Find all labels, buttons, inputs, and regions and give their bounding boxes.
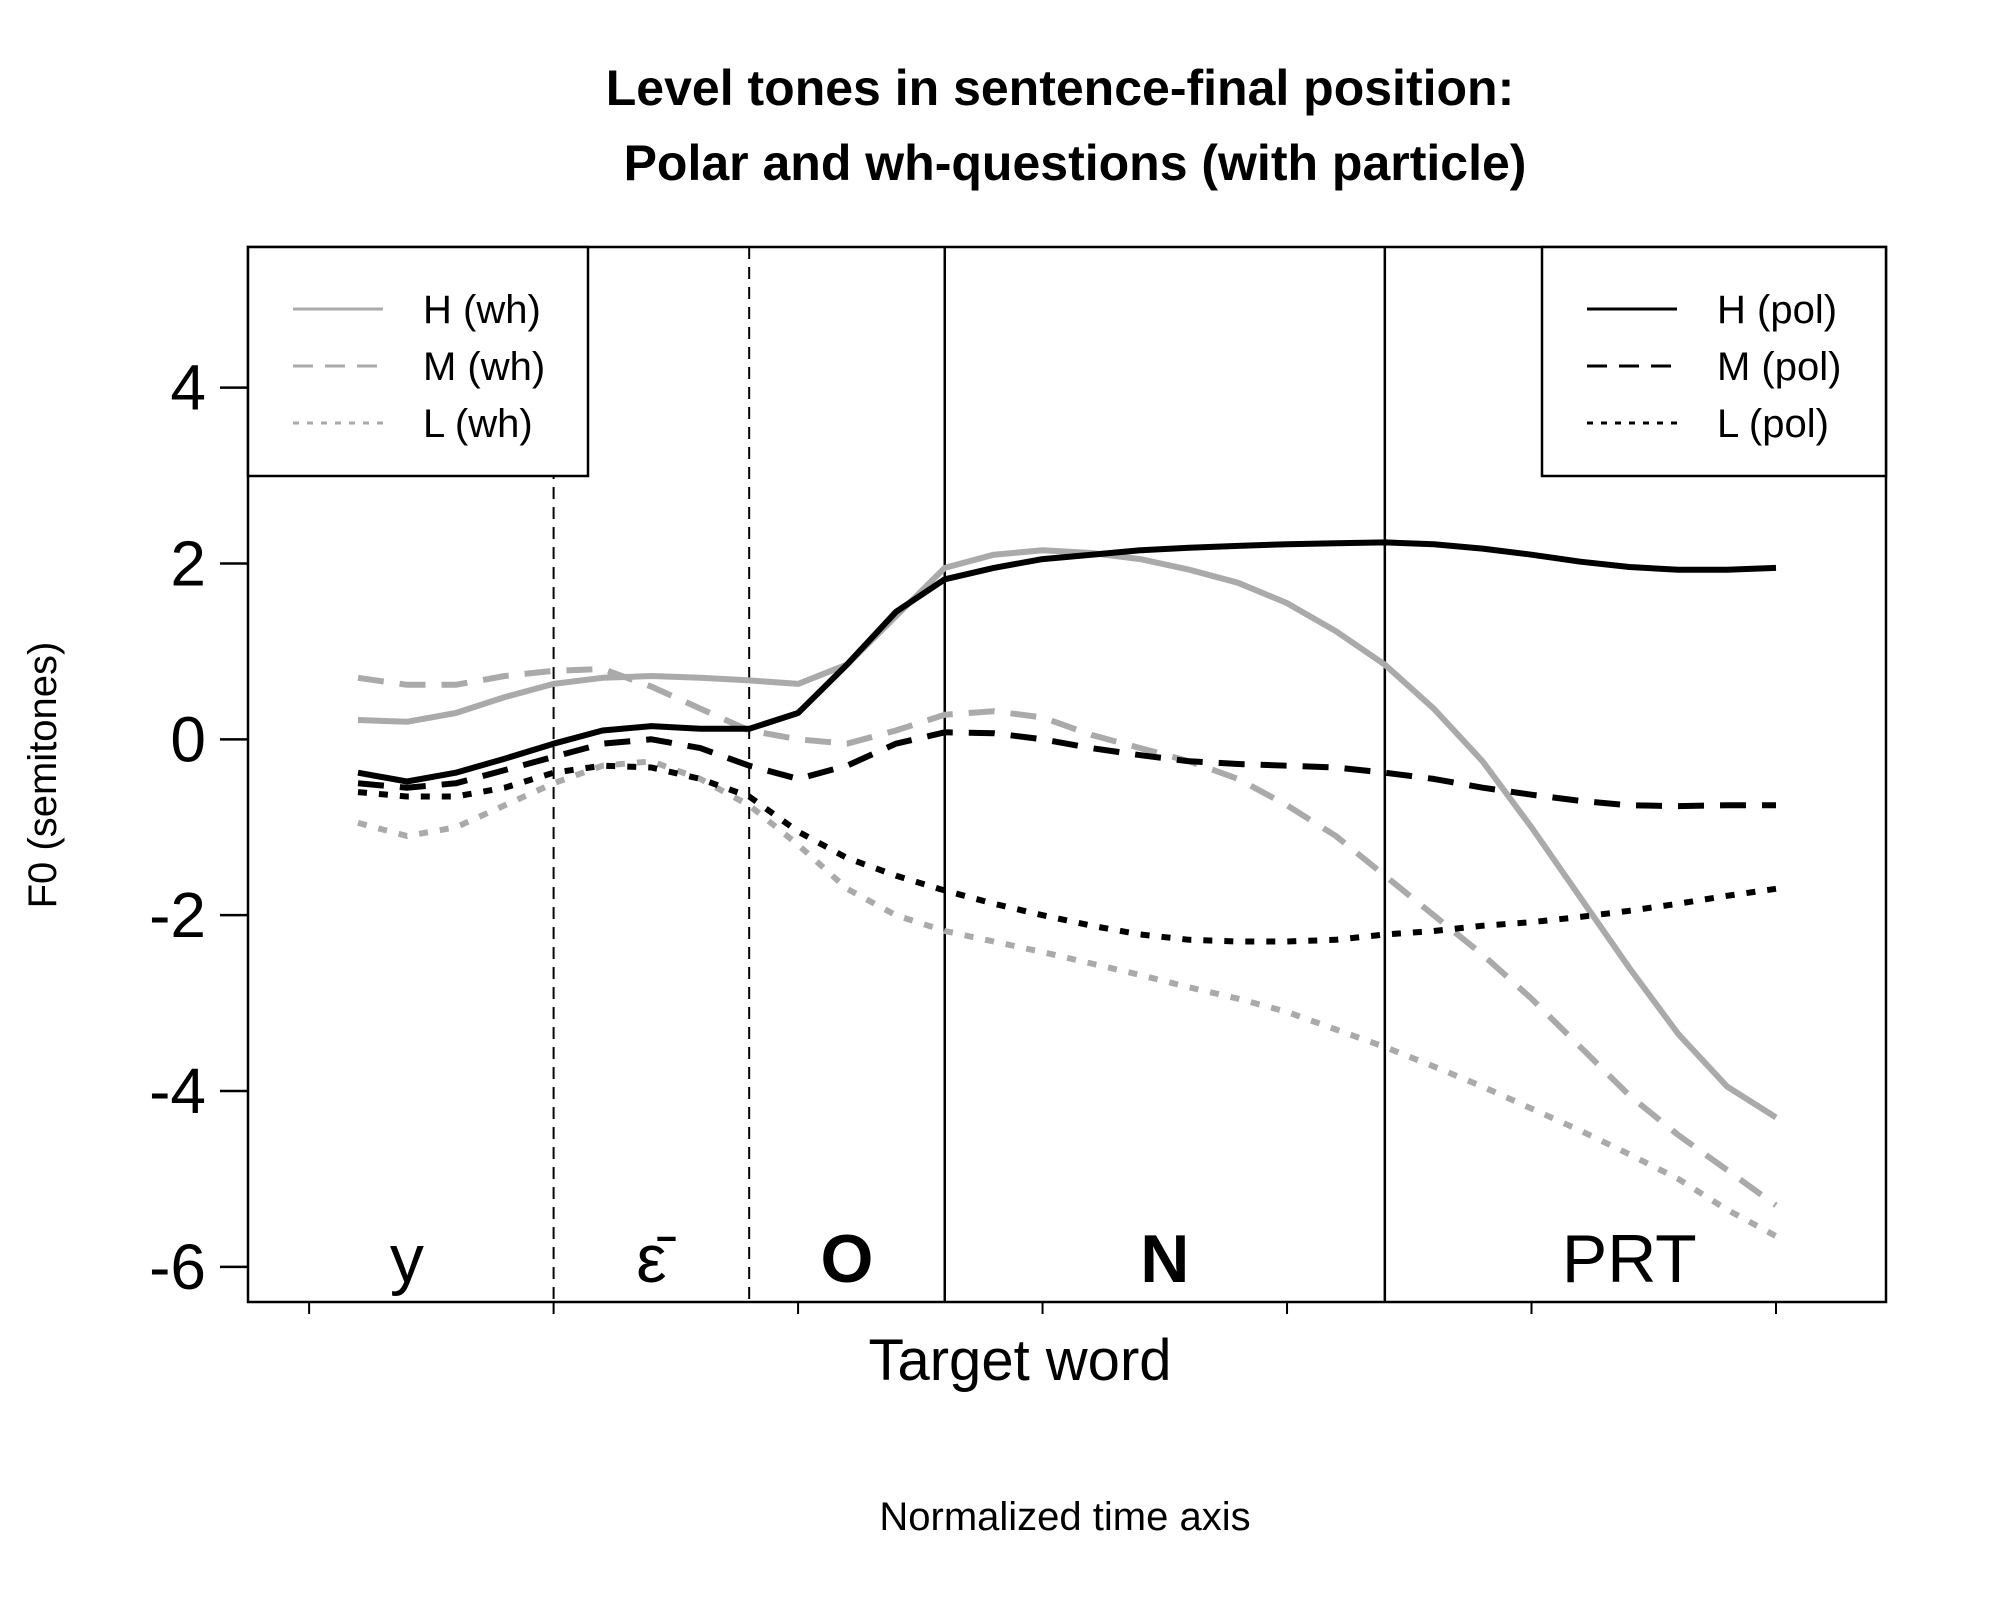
y-tick-label: -6 (149, 1231, 206, 1303)
segment-label-prt: PRT (1562, 1221, 1697, 1297)
legend-box (246, 245, 590, 478)
segment-label-o: O (821, 1221, 874, 1297)
plot-frame (246, 245, 1888, 1304)
x-axis-label: Target word (868, 1328, 1171, 1393)
y-tick-label: 4 (170, 352, 206, 424)
series-line-h-wh (357, 547, 1778, 1120)
y-tick-label: 2 (170, 528, 206, 600)
x-axis-caption: Normalized time axis (879, 1495, 1250, 1539)
series-line-h-pol (357, 539, 1777, 785)
segment-label-n: N (1140, 1221, 1189, 1297)
series-lines (357, 539, 1778, 1239)
legend-label: L (pol) (1717, 402, 1829, 446)
x-axis (308, 1302, 1777, 1314)
series-line-m-wh (357, 666, 1778, 1208)
legend-label: H (pol) (1717, 288, 1837, 332)
y-tick-label: -4 (149, 1055, 206, 1127)
legend-wh: H (wh) M (wh) L (wh) (246, 245, 590, 478)
legend-pol: H (pol) M (pol) L (pol) (1540, 245, 1888, 478)
chart-title-line-2: Polar and wh-questions (with particle) (624, 135, 1527, 191)
series-line-l-wh (357, 758, 1778, 1239)
y-tick-label: -2 (149, 879, 206, 951)
legend-label: L (wh) (423, 402, 533, 446)
legend-box (1540, 245, 1888, 478)
segment-label-epsilon: ε̄ (636, 1221, 676, 1297)
legend-label: M (wh) (423, 345, 545, 389)
segment-boundaries (552, 247, 1387, 1302)
legend-label: M (pol) (1717, 345, 1841, 389)
segment-label-y: y (390, 1221, 424, 1297)
chart-title-line-1: Level tones in sentence-final position: (606, 60, 1514, 116)
y-axis: 4 2 0 -2 -4 -6 (149, 352, 248, 1303)
series-line-l-pol (357, 762, 1777, 945)
y-tick-label: 0 (170, 703, 206, 775)
segment-labels: y ε̄ O N PRT (390, 1221, 1697, 1297)
series-line-m-pol (357, 729, 1776, 810)
y-axis-label: F0 (semitones) (21, 642, 65, 909)
legend-label: H (wh) (423, 288, 541, 332)
